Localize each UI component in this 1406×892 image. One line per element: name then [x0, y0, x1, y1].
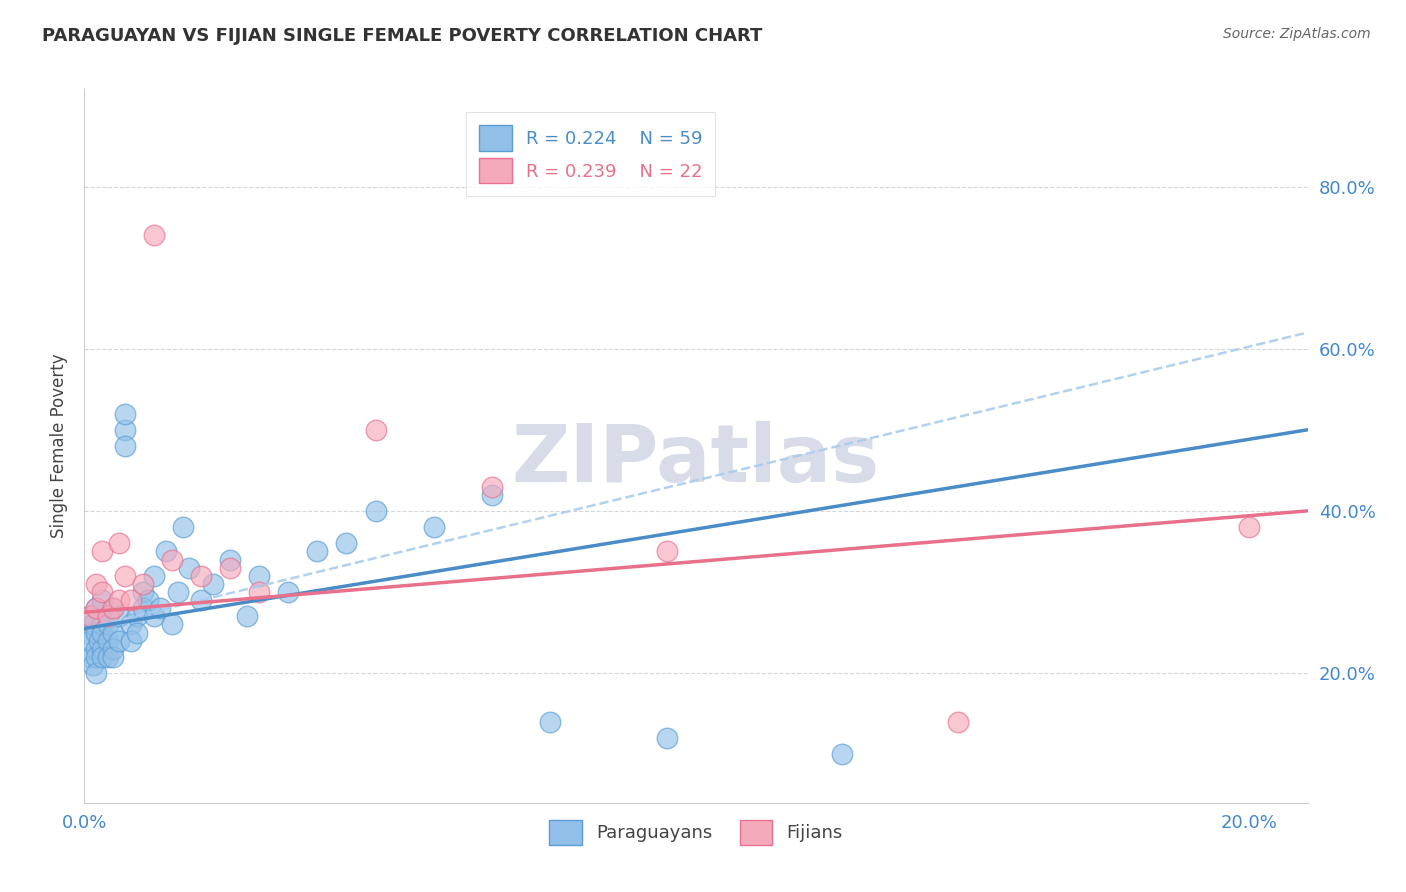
Point [364, 504, 387, 518]
Point [90, 593, 112, 607]
Point [277, 585, 299, 599]
Point [538, 714, 561, 729]
Point [114, 439, 136, 453]
Point [84, 625, 107, 640]
Point [120, 593, 142, 607]
Point [90, 625, 112, 640]
Point [103, 641, 125, 656]
Point [831, 747, 853, 761]
Point [236, 609, 259, 624]
Point [160, 552, 183, 566]
Point [108, 609, 131, 624]
Point [90, 544, 112, 558]
Point [149, 601, 172, 615]
Point [166, 585, 188, 599]
Point [103, 601, 125, 615]
Point [120, 633, 142, 648]
Point [364, 423, 387, 437]
Point [97, 649, 120, 664]
Text: PARAGUAYAN VS FIJIAN SINGLE FEMALE POVERTY CORRELATION CHART: PARAGUAYAN VS FIJIAN SINGLE FEMALE POVER… [42, 27, 762, 45]
Point [190, 593, 212, 607]
Point [131, 585, 153, 599]
Point [335, 536, 357, 550]
Point [423, 520, 446, 534]
Point [125, 609, 148, 624]
Point [481, 488, 503, 502]
Point [190, 568, 212, 582]
Point [307, 544, 329, 558]
Point [79, 649, 101, 664]
Point [114, 568, 136, 582]
Point [97, 617, 120, 632]
Point [131, 601, 153, 615]
Point [179, 560, 201, 574]
Point [1239, 520, 1261, 534]
Text: ZIPatlas: ZIPatlas [512, 421, 880, 500]
Point [481, 479, 503, 493]
Point [172, 520, 194, 534]
Point [79, 609, 101, 624]
Y-axis label: Single Female Poverty: Single Female Poverty [49, 354, 67, 538]
Point [90, 585, 112, 599]
Point [103, 625, 125, 640]
Point [114, 423, 136, 437]
Point [90, 641, 112, 656]
Point [84, 641, 107, 656]
Point [103, 601, 125, 615]
Point [655, 544, 678, 558]
Point [219, 560, 242, 574]
Point [655, 731, 678, 745]
Point [90, 617, 112, 632]
Point [76, 625, 98, 640]
Point [97, 609, 120, 624]
Point [84, 577, 107, 591]
Point [103, 649, 125, 664]
Point [108, 633, 131, 648]
Point [219, 552, 242, 566]
Point [84, 601, 107, 615]
Point [79, 609, 101, 624]
Point [84, 649, 107, 664]
Point [84, 666, 107, 681]
Point [87, 633, 110, 648]
Point [84, 601, 107, 615]
Point [97, 633, 120, 648]
Point [143, 609, 166, 624]
Point [201, 577, 224, 591]
Point [247, 585, 270, 599]
Point [946, 714, 969, 729]
Point [155, 544, 177, 558]
Point [108, 536, 131, 550]
Point [138, 593, 160, 607]
Point [143, 228, 166, 243]
Point [82, 617, 104, 632]
Legend: Paraguayans, Fijians: Paraguayans, Fijians [537, 807, 855, 858]
Point [120, 617, 142, 632]
Point [131, 577, 153, 591]
Point [82, 657, 104, 672]
Point [114, 407, 136, 421]
Point [143, 568, 166, 582]
Point [97, 609, 120, 624]
Point [125, 625, 148, 640]
Point [247, 568, 270, 582]
Text: Source: ZipAtlas.com: Source: ZipAtlas.com [1223, 27, 1371, 41]
Point [160, 617, 183, 632]
Point [79, 633, 101, 648]
Point [108, 593, 131, 607]
Point [90, 649, 112, 664]
